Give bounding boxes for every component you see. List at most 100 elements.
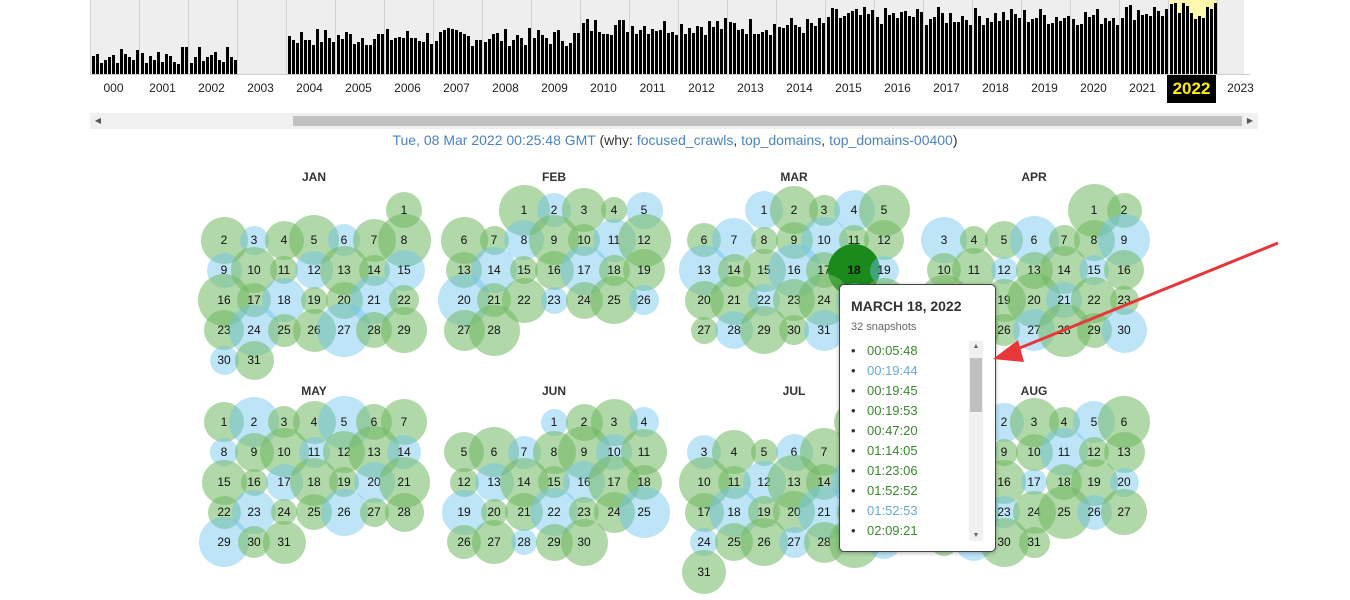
day-bubble[interactable] [511, 529, 537, 555]
capture-histogram[interactable] [90, 0, 1244, 74]
day-aug-9[interactable]: 9 [1000, 445, 1008, 459]
day-feb-16[interactable]: 16 [547, 263, 561, 277]
day-jul-18[interactable]: 18 [727, 505, 741, 519]
day-bubble[interactable] [449, 467, 479, 497]
day-bubble[interactable] [358, 254, 390, 286]
day-bubble[interactable] [1015, 433, 1053, 471]
day-bubble[interactable] [325, 281, 363, 319]
histogram-year-2006[interactable] [384, 0, 433, 74]
day-bubble[interactable] [534, 250, 574, 290]
day-aug-12[interactable]: 12 [1087, 445, 1101, 459]
day-may-5[interactable]: 5 [340, 415, 348, 429]
day-jan-8[interactable]: 8 [400, 233, 408, 247]
day-jun-5[interactable]: 5 [460, 445, 468, 459]
year-label-2020[interactable]: 2020 [1080, 81, 1107, 95]
day-feb-24[interactable]: 24 [577, 293, 591, 307]
year-label-2011[interactable]: 2011 [639, 81, 666, 95]
day-apr-29[interactable]: 29 [1087, 323, 1101, 337]
day-bubble[interactable] [775, 221, 813, 259]
day-feb-23[interactable]: 23 [547, 293, 561, 307]
day-feb-19[interactable]: 19 [637, 263, 651, 277]
day-may-4[interactable]: 4 [310, 415, 318, 429]
day-may-9[interactable]: 9 [250, 445, 258, 459]
year-label-2015[interactable]: 2015 [835, 81, 862, 95]
day-feb-11[interactable]: 11 [607, 233, 621, 247]
day-bubble[interactable] [204, 402, 244, 442]
year-label-2003[interactable]: 2003 [247, 81, 274, 95]
day-bubble[interactable] [690, 316, 718, 344]
snapshot-time-link[interactable]: 00:05:48 [851, 341, 966, 361]
day-bubble[interactable] [803, 309, 845, 351]
day-jul-31[interactable]: 31 [697, 565, 711, 579]
day-apr-7[interactable]: 7 [1060, 233, 1068, 247]
day-mar-9[interactable]: 9 [790, 233, 798, 247]
day-mar-29[interactable]: 29 [757, 323, 771, 337]
histogram-year-2007[interactable] [433, 0, 482, 74]
day-mar-11[interactable]: 11 [847, 233, 861, 247]
day-jun-11[interactable]: 11 [637, 445, 651, 459]
day-bubble[interactable] [684, 492, 724, 532]
day-jan-29[interactable]: 29 [397, 323, 411, 337]
day-feb-13[interactable]: 13 [457, 263, 471, 277]
day-jan-4[interactable]: 4 [280, 233, 288, 247]
day-apr-20[interactable]: 20 [1027, 293, 1041, 307]
day-jul-27[interactable]: 27 [787, 535, 801, 549]
snapshot-time-link[interactable]: 00:19:45 [851, 381, 966, 401]
day-bubble[interactable] [1106, 192, 1142, 228]
day-bubble[interactable] [590, 276, 638, 324]
day-mar-22[interactable]: 22 [757, 293, 771, 307]
day-aug-24[interactable]: 24 [1027, 505, 1041, 519]
day-feb-27[interactable]: 27 [457, 323, 471, 337]
day-jun-21[interactable]: 21 [517, 505, 531, 519]
day-jan-2[interactable]: 2 [220, 233, 228, 247]
histogram-year-2001[interactable] [139, 0, 188, 74]
day-bubble[interactable] [1101, 489, 1147, 535]
day-aug-4[interactable]: 4 [1060, 415, 1068, 429]
day-jan-27[interactable]: 27 [337, 323, 351, 337]
day-bubble[interactable] [806, 464, 842, 500]
day-bubble[interactable] [682, 550, 726, 594]
reason-link-top-domains[interactable]: top_domains [741, 132, 822, 148]
day-apr-15[interactable]: 15 [1087, 263, 1101, 277]
day-mar-16[interactable]: 16 [787, 263, 801, 277]
day-jan-24[interactable]: 24 [247, 323, 261, 337]
day-jan-14[interactable]: 14 [367, 263, 381, 277]
day-jan-31[interactable]: 31 [247, 353, 261, 367]
day-jan-17[interactable]: 17 [247, 293, 261, 307]
day-jan-9[interactable]: 9 [220, 263, 228, 277]
day-jun-4[interactable]: 4 [640, 415, 648, 429]
day-may-31[interactable]: 31 [277, 535, 291, 549]
day-bubble[interactable] [779, 315, 809, 345]
day-mar-19[interactable]: 19 [877, 263, 891, 277]
histogram-year-2003[interactable] [237, 0, 286, 74]
timeline-scroll-thumb[interactable] [293, 116, 1242, 126]
day-jun-15[interactable]: 15 [547, 475, 561, 489]
day-mar-24[interactable]: 24 [817, 293, 831, 307]
day-jun-3[interactable]: 3 [610, 415, 618, 429]
day-jan-22[interactable]: 22 [397, 293, 411, 307]
histogram-year-2008[interactable] [482, 0, 531, 74]
day-mar-31[interactable]: 31 [817, 323, 831, 337]
day-mar-2[interactable]: 2 [790, 203, 798, 217]
day-bubble[interactable] [381, 307, 427, 353]
day-apr-6[interactable]: 6 [1030, 233, 1038, 247]
day-aug-23[interactable]: 23 [997, 505, 1011, 519]
year-label-2007[interactable]: 2007 [443, 81, 470, 95]
day-jun-19[interactable]: 19 [457, 505, 471, 519]
day-bubble[interactable] [1101, 307, 1147, 353]
day-bubble[interactable] [296, 494, 332, 530]
day-aug-19[interactable]: 19 [1087, 475, 1101, 489]
histogram-year-2019[interactable] [1021, 0, 1070, 74]
day-mar-4[interactable]: 4 [850, 203, 858, 217]
day-apr-2[interactable]: 2 [1120, 203, 1128, 217]
day-bubble[interactable] [740, 518, 788, 566]
day-mar-15[interactable]: 15 [757, 263, 771, 277]
day-jul-3[interactable]: 3 [700, 445, 708, 459]
day-may-14[interactable]: 14 [397, 445, 411, 459]
day-jan-13[interactable]: 13 [337, 263, 351, 277]
day-may-21[interactable]: 21 [397, 475, 411, 489]
day-jun-6[interactable]: 6 [490, 445, 498, 459]
day-feb-12[interactable]: 12 [637, 233, 651, 247]
day-jan-12[interactable]: 12 [307, 263, 321, 277]
popup-scrollbar[interactable]: ▲ ▼ [969, 341, 983, 541]
